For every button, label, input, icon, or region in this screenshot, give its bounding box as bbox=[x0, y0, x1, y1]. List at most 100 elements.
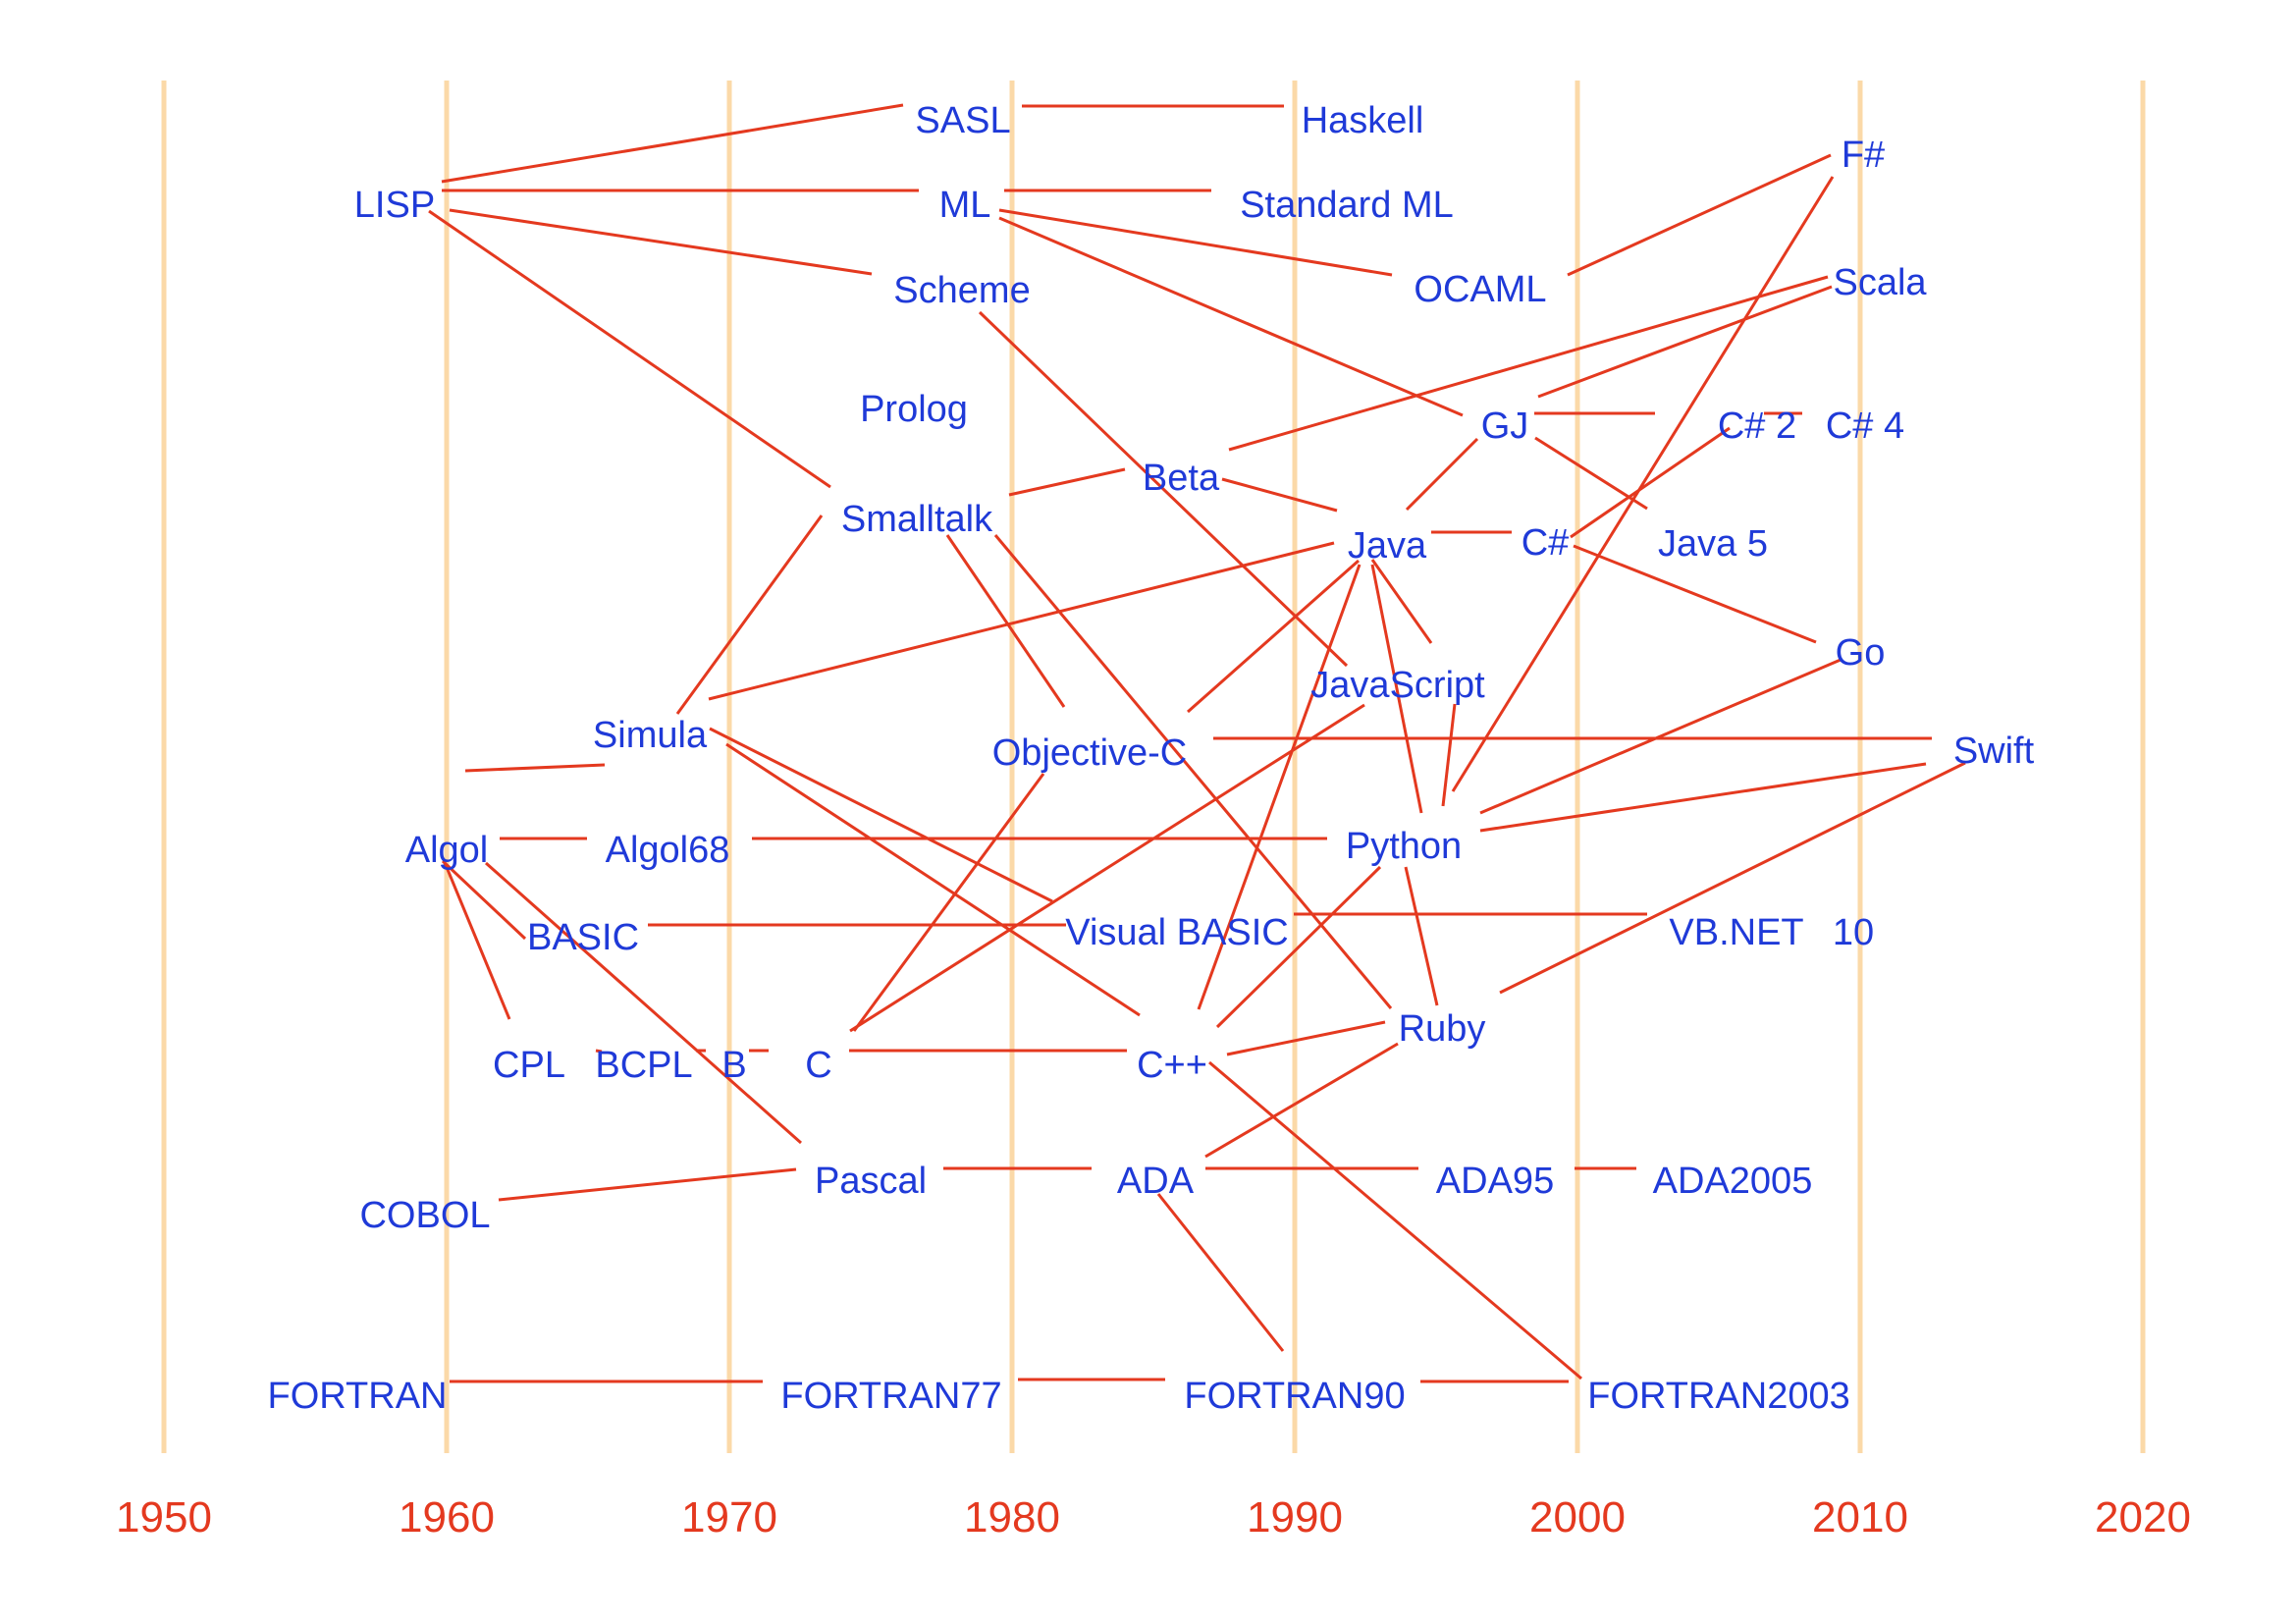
edge-scala-gj bbox=[1537, 285, 1833, 399]
language-pascal: Pascal bbox=[815, 1161, 927, 1202]
language-vbnet: VB.NET bbox=[1669, 912, 1803, 953]
edge-lisp-sasl bbox=[441, 103, 904, 184]
edge-lisp-scheme bbox=[449, 208, 873, 276]
language-ruby: Ruby bbox=[1399, 1008, 1486, 1050]
edge-fsharp-python bbox=[1451, 176, 1835, 792]
language-standardml: Standard ML bbox=[1240, 185, 1454, 226]
edge-algol-basic bbox=[441, 859, 527, 941]
language-basic: BASIC bbox=[527, 917, 639, 958]
edge-cpp-fortran2003 bbox=[1208, 1060, 1582, 1380]
year-label-2000: 2000 bbox=[1529, 1493, 1626, 1542]
edge-beta-java bbox=[1221, 477, 1338, 513]
language-smalltalk: Smalltalk bbox=[841, 499, 993, 540]
language-csharp: C# bbox=[1522, 522, 1570, 564]
edge-algol-pascal bbox=[485, 861, 802, 1145]
edge-javascript-python bbox=[1441, 703, 1457, 807]
language-ada95: ADA95 bbox=[1436, 1161, 1554, 1202]
edge-objectivec-c bbox=[852, 773, 1045, 1032]
language-cpl: CPL bbox=[493, 1045, 565, 1086]
language-sasl: SASL bbox=[915, 100, 1010, 141]
edge-cobol-pascal bbox=[498, 1167, 797, 1202]
edge-python-go bbox=[1479, 658, 1842, 815]
language-swift: Swift bbox=[1953, 730, 2035, 772]
year-label-2010: 2010 bbox=[1812, 1493, 1908, 1542]
edge-java-cpp bbox=[1197, 564, 1362, 1010]
language-fortran77: FORTRAN77 bbox=[780, 1376, 1001, 1417]
edge-ada-ruby bbox=[1204, 1042, 1399, 1159]
edge-simula-smalltalk bbox=[675, 514, 824, 715]
language-cpp: C++ bbox=[1137, 1045, 1207, 1086]
language-haskell: Haskell bbox=[1302, 100, 1424, 141]
edge-ml-gj bbox=[998, 216, 1464, 417]
language-javascript: JavaScript bbox=[1310, 665, 1485, 706]
year-label-1950: 1950 bbox=[116, 1493, 212, 1542]
language-java5: Java 5 bbox=[1658, 523, 1768, 565]
language-c: C bbox=[805, 1045, 831, 1086]
edge-scheme-javascript bbox=[978, 310, 1349, 668]
edge-python-cpp bbox=[1215, 865, 1382, 1029]
edge-java-python bbox=[1370, 564, 1423, 814]
edge-algol-simula bbox=[464, 763, 606, 773]
year-axis: 1950 1960 1970 1980 1990 2000 2010 2020 bbox=[116, 1493, 2191, 1542]
edge-ml-ocaml bbox=[998, 208, 1393, 277]
language-scala: Scala bbox=[1833, 262, 1927, 303]
language-objectivec: Objective-C bbox=[992, 732, 1188, 774]
language-labels: SASL Haskell F# LISP ML Standard ML Scheme OCAM… bbox=[268, 100, 2035, 1417]
year-label-1980: 1980 bbox=[964, 1493, 1060, 1542]
language-prolog: Prolog bbox=[860, 389, 968, 430]
language-fortran2003: FORTRAN2003 bbox=[1587, 1376, 1850, 1417]
edge-smalltalk-beta bbox=[1008, 467, 1126, 497]
language-fsharp: F# bbox=[1842, 135, 1885, 176]
language-ocaml: OCAML bbox=[1414, 269, 1546, 310]
language-scheme: Scheme bbox=[893, 270, 1030, 311]
edge-csharp-go bbox=[1573, 544, 1817, 644]
language-python: Python bbox=[1346, 826, 1462, 867]
year-label-2020: 2020 bbox=[2095, 1493, 2191, 1542]
edge-smalltalk-ruby bbox=[993, 534, 1393, 1009]
edge-scala-beta bbox=[1228, 275, 1829, 452]
language-algol: Algol bbox=[405, 830, 489, 871]
edge-simula-java bbox=[708, 541, 1335, 701]
language-ml: ML bbox=[939, 185, 991, 226]
language-simula: Simula bbox=[593, 715, 708, 756]
edge-simula-visualbasic bbox=[709, 727, 1053, 903]
edge-cpp-ruby bbox=[1226, 1020, 1386, 1056]
decade-gridlines bbox=[161, 81, 2146, 1453]
language-algol68: Algol68 bbox=[606, 830, 730, 871]
year-label-1970: 1970 bbox=[681, 1493, 777, 1542]
language-bcpl: BCPL bbox=[595, 1045, 692, 1086]
edge-cpl-bcpl bbox=[595, 1049, 603, 1054]
language-b: B bbox=[721, 1045, 746, 1086]
language-visualbasic: Visual BASIC bbox=[1065, 912, 1288, 953]
language-cobol: COBOL bbox=[359, 1195, 490, 1236]
language-ada: ADA bbox=[1117, 1161, 1195, 1202]
edge-gj-java5 bbox=[1534, 436, 1648, 511]
language-go: Go bbox=[1836, 632, 1886, 674]
year-label-1990: 1990 bbox=[1247, 1493, 1343, 1542]
edge-java-objectivec bbox=[1187, 559, 1360, 714]
edge-javascript-c bbox=[849, 703, 1365, 1033]
edge-ocaml-fsharp bbox=[1567, 153, 1832, 277]
edge-algol-cpl bbox=[442, 859, 511, 1020]
edge-ada-fortran90 bbox=[1156, 1193, 1285, 1352]
edge-ruby-swift bbox=[1499, 761, 1966, 995]
edge-simula-cpp bbox=[725, 742, 1141, 1017]
language-lisp: LISP bbox=[354, 185, 435, 226]
edge-python-swift bbox=[1479, 762, 1927, 833]
edge-python-ruby bbox=[1404, 866, 1439, 1006]
edge-gj-java bbox=[1405, 437, 1479, 512]
language-fortran90: FORTRAN90 bbox=[1184, 1376, 1405, 1417]
language-beta: Beta bbox=[1143, 458, 1220, 499]
language-fortran: FORTRAN bbox=[268, 1376, 448, 1417]
edge-smalltalk-objectivec bbox=[945, 534, 1066, 708]
edge-lisp-smalltalk bbox=[428, 209, 831, 489]
year-label-1960: 1960 bbox=[399, 1493, 495, 1542]
influence-edges bbox=[428, 103, 1966, 1383]
edge-csharp2-csharp bbox=[1570, 426, 1731, 539]
language-gj: GJ bbox=[1481, 406, 1529, 447]
language-ada2005: ADA2005 bbox=[1653, 1161, 1813, 1202]
edge-java-javascript bbox=[1370, 559, 1433, 644]
language-java: Java bbox=[1348, 525, 1427, 567]
language-csharp2: C# 2 bbox=[1718, 406, 1796, 447]
